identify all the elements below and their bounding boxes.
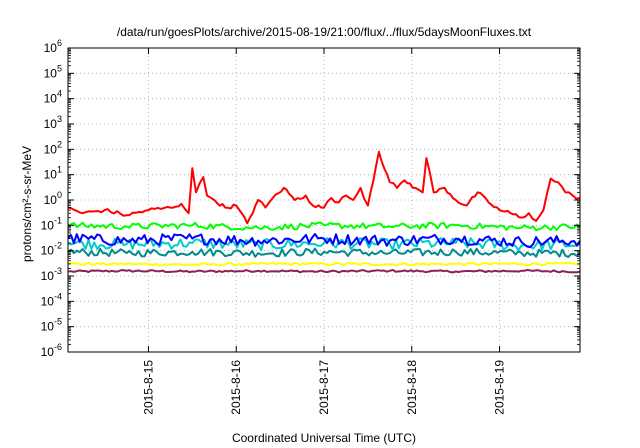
series-line: [67, 237, 581, 252]
y-tick-label: 105: [44, 63, 62, 80]
series-line: [67, 261, 581, 267]
x-tick-label: 2015-8-17: [317, 360, 331, 415]
grid: [68, 48, 580, 352]
y-tick-label: 10-3: [41, 266, 62, 283]
series-line: [67, 150, 581, 225]
y-tick-label: 10-6: [41, 342, 62, 359]
series-layer: [67, 150, 581, 274]
y-tick-label: 10-5: [41, 317, 62, 334]
y-tick-label: 10-4: [41, 291, 62, 308]
y-tick-label: 102: [44, 139, 62, 156]
series-line: [67, 268, 581, 274]
x-tick-labels: 2015-8-15 2015-8-16 2015-8-17 2015-8-18 2015…: [141, 360, 506, 415]
x-tick-label: 2015-8-16: [229, 360, 243, 415]
series-line: [67, 247, 581, 258]
x-tick-label: 2015-8-18: [405, 360, 419, 415]
y-tick-label: 10-1: [41, 215, 62, 232]
chart-title: /data/run/goesPlots/archive/2015-08-19/2…: [117, 25, 532, 39]
tick-marks: [68, 47, 580, 353]
x-axis-title: Coordinated Universal Time (UTC): [232, 431, 416, 445]
x-tick-label: 2015-8-15: [141, 360, 155, 415]
series-line: [67, 221, 581, 232]
y-tick-label: 103: [44, 114, 62, 131]
y-tick-labels: 10-6 10-5 10-4 10-3 10-2 10-1 100 101 102 103 104 1…: [41, 38, 62, 359]
series-line: [67, 233, 581, 249]
x-tick-label: 2015-8-19: [493, 360, 507, 415]
y-tick-label: 104: [44, 89, 62, 106]
y-tick-label: 106: [44, 38, 62, 55]
y-tick-label: 100: [44, 190, 62, 207]
y-tick-label: 101: [44, 165, 62, 182]
y-tick-label: 10-2: [41, 241, 62, 258]
y-axis-title: protons/cm²-s-sr-MeV: [20, 146, 34, 262]
